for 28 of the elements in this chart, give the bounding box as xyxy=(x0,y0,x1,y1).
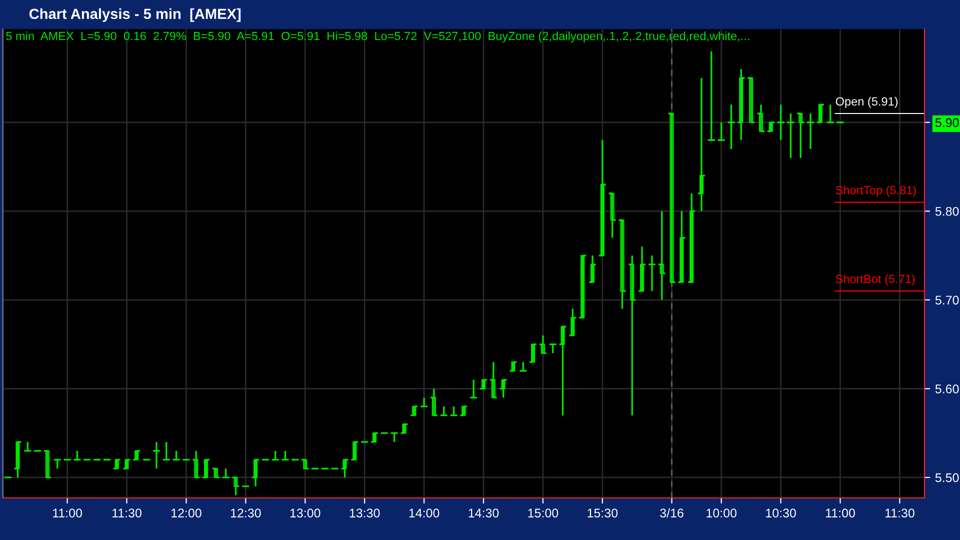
x-tick-label: 11:30 xyxy=(885,508,914,518)
x-tick-label: 12:30 xyxy=(230,508,261,518)
ref-line-label: ShortTop (5.81) xyxy=(836,186,916,197)
candlestick xyxy=(786,112,796,159)
y-tick-label: 5.90 xyxy=(935,118,959,128)
candlestick xyxy=(726,104,736,150)
x-tick-label: 3/16 xyxy=(660,508,684,518)
y-tick-label: 5.60 xyxy=(935,384,959,394)
x-tick-label: 11:00 xyxy=(53,508,82,518)
y-tick-label: 5.70 xyxy=(935,296,959,305)
y-tick-label: 5.50 xyxy=(935,473,959,482)
x-tick-label: 15:00 xyxy=(528,508,558,518)
ref-line-label: ShortBot (5.71) xyxy=(836,274,915,286)
x-tick-label: 11:00 xyxy=(826,508,855,518)
y-tick-label: 5.80 xyxy=(935,206,959,216)
x-tick-label: 12:00 xyxy=(172,508,202,518)
x-tick-label: 14:30 xyxy=(468,508,499,518)
candlestick xyxy=(776,104,786,141)
ref-line-label: Open (5.91) xyxy=(836,96,898,108)
chart-title: Chart Analysis - 5 min [AMEX] xyxy=(29,8,241,22)
x-tick-label: 10:00 xyxy=(706,508,736,518)
x-tick-label: 10:30 xyxy=(766,508,796,518)
x-tick-label: 15:30 xyxy=(588,508,618,518)
x-tick-label: 13:00 xyxy=(290,508,320,518)
chart-subtitle: 5 min AMEX L=5.90 0.16 2.79% B=5.90 A=5.91 O=5.91 Hi=5.98 Lo=5.72 V=527,100 BuyZone (2,dailyopen,.1,.2,.2,true,red,red,white,... xyxy=(6,32,750,43)
x-tick-label: 14:00 xyxy=(409,508,440,518)
x-tick-label: 13:30 xyxy=(350,508,380,518)
x-tick-label: 11:30 xyxy=(112,508,142,518)
